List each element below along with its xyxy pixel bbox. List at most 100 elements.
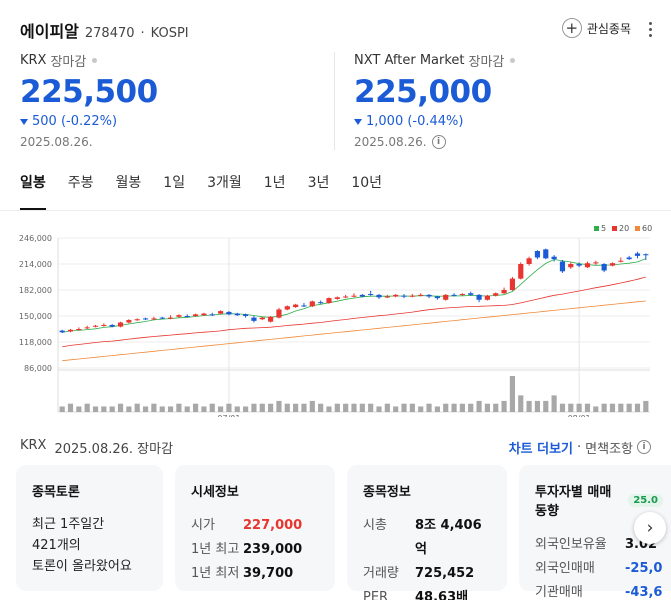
quote-card[interactable]: 시세정보 시가 227,000 1년 최고 239,000 1년 최저 39,700 — [175, 465, 335, 591]
volume-bar — [493, 403, 499, 412]
volume-bar — [359, 403, 365, 412]
candle-body — [626, 257, 632, 260]
stock-code: 278470 — [84, 26, 135, 41]
discussion-line3: 토론이 올라왔어요 — [32, 559, 132, 574]
year-low: 39,700 — [243, 566, 294, 581]
nxt-price: 225,000 — [354, 74, 492, 110]
candle-body — [293, 304, 299, 308]
candle-body — [468, 293, 474, 295]
volume-bar — [117, 403, 124, 412]
volume-bar — [326, 406, 332, 412]
chart-svg: 246,000 214,000 182,000 150,000 118,000 86,00… — [19, 224, 652, 423]
candle-body — [376, 294, 382, 298]
chart-more-link[interactable]: 차트 더보기 — [508, 441, 574, 457]
candle-body — [142, 318, 149, 320]
date-badge: 25.0 — [628, 493, 663, 507]
tab-monthly[interactable]: 월봉 — [115, 175, 142, 191]
candle-body — [59, 330, 65, 333]
ma5-line — [62, 258, 646, 333]
price-chart[interactable]: 246,000 214,000 182,000 150,000 118,000 86,00… — [0, 222, 671, 423]
tab-3months[interactable]: 3개월 — [207, 175, 242, 191]
legend-swatch — [635, 226, 640, 231]
tab-daily[interactable]: 일봉 — [20, 172, 46, 210]
krx-label: KRX — [20, 52, 47, 68]
volume-bar — [101, 406, 107, 412]
legend-label: 20 — [619, 224, 629, 233]
volume-bar — [518, 395, 524, 412]
investor-card[interactable]: 투자자별 매매동향 25.0 외국인보유율 3.02 외국인매매 -25,0 기관매… — [519, 465, 671, 600]
discussion-card[interactable]: 종목토론 최근 1주일간 421개의 토론이 올라왔어요 — [16, 465, 163, 591]
info-label: PER — [363, 590, 389, 600]
krx-change-value: 500 (-0.22%) — [32, 114, 118, 129]
candle-body — [634, 253, 641, 256]
year-high: 239,000 — [243, 542, 303, 557]
disclaimer-link[interactable]: 면책조항 — [585, 441, 633, 457]
candle-body — [326, 298, 332, 303]
info-icon[interactable]: i — [637, 440, 651, 454]
volume-bar — [209, 403, 215, 412]
candle-body — [218, 311, 224, 314]
volume-bar — [601, 403, 607, 412]
volume-bar — [559, 403, 566, 412]
volume-bar — [476, 400, 482, 412]
tab-weekly[interactable]: 주봉 — [67, 175, 94, 191]
krx-date-text: 2025.08.26. — [20, 135, 93, 149]
volume-bar — [184, 406, 190, 412]
tab-3years[interactable]: 3년 — [307, 175, 330, 191]
x-tick-label: 07/01 — [217, 414, 240, 417]
candle-body — [184, 316, 190, 317]
volume-bar — [618, 403, 624, 412]
stock-info-card[interactable]: 종목정보 시총 8조 4,406억 거래량 725,452 PER 48.63배 — [347, 465, 507, 600]
footer-date: 2025.08.26. 장마감 — [54, 441, 174, 457]
legend-swatch — [612, 226, 617, 231]
candle-body — [518, 264, 524, 279]
candle-body — [459, 294, 465, 296]
volume-bar — [634, 403, 641, 412]
legend-swatch — [594, 226, 599, 231]
volume-bar — [509, 376, 516, 412]
candle-body — [301, 305, 307, 307]
volume-bar — [609, 403, 616, 412]
volume-bar — [501, 400, 507, 412]
nxt-date: 2025.08.26. i — [354, 135, 515, 149]
candle-body — [268, 316, 274, 322]
volume-bar — [201, 406, 207, 412]
period-tabs: 일봉 주봉 월봉 1일 3개월 1년 3년 10년 — [20, 172, 404, 210]
volume-bar — [67, 403, 74, 412]
tab-10years[interactable]: 10년 — [351, 175, 383, 191]
candle-body — [76, 329, 82, 330]
candle-body — [526, 258, 532, 264]
card-title: 종목토론 — [32, 485, 80, 500]
market-name: KOSPI — [150, 26, 189, 41]
tab-1day[interactable]: 1일 — [163, 175, 186, 191]
tab-1year[interactable]: 1년 — [263, 175, 286, 191]
x-tick-label: 08/01 — [568, 414, 591, 417]
quote-label: 1년 최저 — [191, 566, 240, 581]
candle-body — [84, 327, 90, 329]
info-icon[interactable]: i — [431, 135, 446, 149]
candle-body — [368, 294, 374, 296]
volume-bar — [134, 403, 140, 412]
candle-body — [159, 317, 165, 319]
watchlist-button[interactable]: + 관심종목 — [561, 18, 631, 38]
stock-name: 에이피알 — [20, 22, 79, 41]
volume-bar — [384, 403, 390, 412]
candle-body — [167, 317, 174, 319]
volume-bar — [401, 403, 407, 412]
more-menu-icon[interactable] — [645, 18, 655, 40]
candle-body — [101, 324, 107, 326]
y-tick-label: 214,000 — [19, 260, 52, 269]
nxt-price-panel: NXT After Market 장마감 225,000 1,000 (-0.4… — [354, 50, 516, 149]
candle-body — [643, 254, 649, 256]
candle-body — [509, 278, 516, 290]
trading-volume: 725,452 — [415, 566, 475, 581]
chevron-right-icon[interactable]: › — [634, 512, 666, 544]
quote-label: 1년 최고 — [191, 542, 240, 557]
candle-body — [601, 264, 607, 271]
candle-body — [284, 306, 290, 310]
investor-label: 외국인보유율 — [535, 537, 607, 552]
separator: · — [140, 26, 145, 41]
volume-bar — [226, 403, 232, 412]
volume-bar — [451, 403, 457, 412]
nxt-label: NXT After Market — [354, 52, 465, 68]
